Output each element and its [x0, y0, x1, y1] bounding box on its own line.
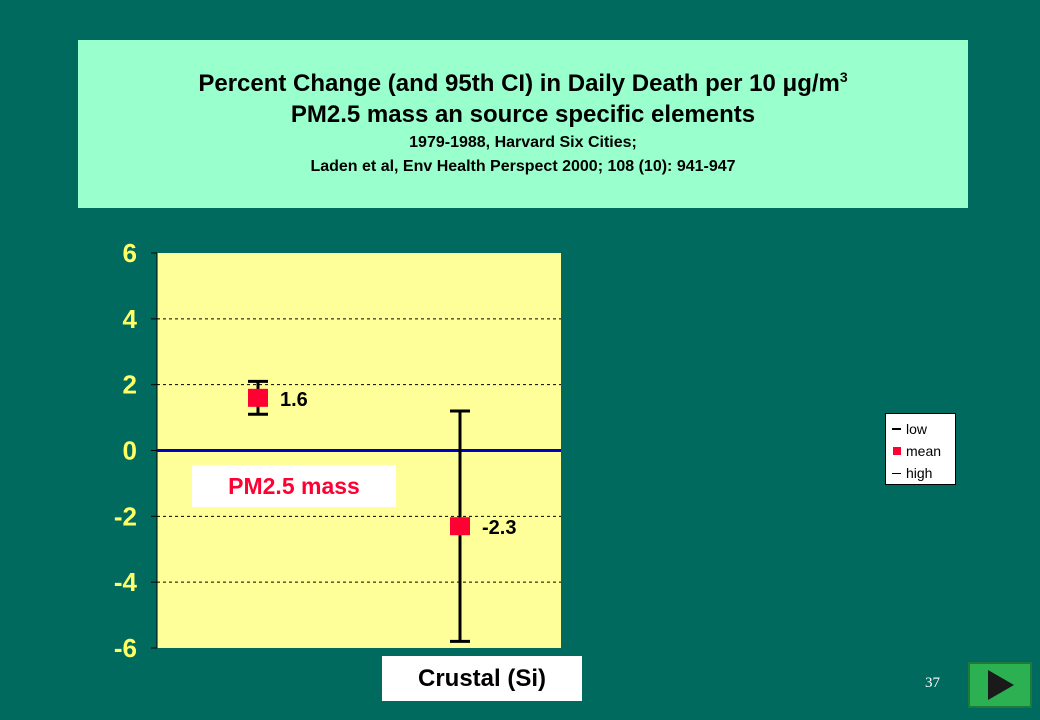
- y-tick-label: 2: [123, 370, 137, 400]
- crustal-label: Crustal (Si): [382, 656, 582, 701]
- data-label: 1.6: [280, 389, 308, 411]
- y-tick-label: -4: [114, 567, 138, 597]
- legend-high-label: high: [906, 465, 933, 481]
- next-slide-button[interactable]: [968, 662, 1032, 708]
- title-line-2: PM2.5 mass an source specific elements: [290, 101, 756, 128]
- legend-mean-square: [893, 447, 901, 455]
- title-line-3: 1979-1988, Harvard Six Cities;: [409, 134, 637, 151]
- legend-item-high: high: [892, 463, 932, 483]
- page-number: 37: [925, 675, 940, 691]
- legend-item-low: low: [892, 419, 927, 439]
- title-unit-superscript: 3: [839, 69, 848, 85]
- title-line-1: Percent Change (and 95th CI) in Daily De…: [78, 62, 968, 99]
- mean-marker: [450, 517, 470, 536]
- play-next-icon: [988, 670, 1014, 700]
- legend-item-mean: mean: [892, 441, 941, 461]
- mean-marker: [248, 388, 268, 407]
- data-label: -2.3: [482, 517, 516, 539]
- y-tick-label: 6: [123, 238, 137, 268]
- title-line-1-text: Percent Change (and 95th CI) in Daily De…: [198, 70, 783, 97]
- legend-mean-label: mean: [906, 443, 942, 459]
- title-mu-symbol: μ: [782, 70, 798, 97]
- y-tick-label: -6: [114, 633, 137, 663]
- title-line-4: Laden et al, Env Health Perspect 2000; 1…: [310, 158, 736, 175]
- pm-mass-label: PM2.5 mass: [192, 465, 396, 507]
- legend-high-line: [892, 472, 901, 474]
- title-unit: g/m: [797, 70, 840, 97]
- y-tick-label: -2: [114, 501, 137, 531]
- y-tick-label: 0: [123, 436, 137, 466]
- legend: low mean high: [885, 413, 956, 485]
- title-box: Percent Change (and 95th CI) in Daily De…: [78, 40, 968, 208]
- legend-low-label: low: [906, 421, 928, 437]
- y-tick-label: 4: [123, 304, 138, 334]
- legend-low-line: [892, 428, 901, 430]
